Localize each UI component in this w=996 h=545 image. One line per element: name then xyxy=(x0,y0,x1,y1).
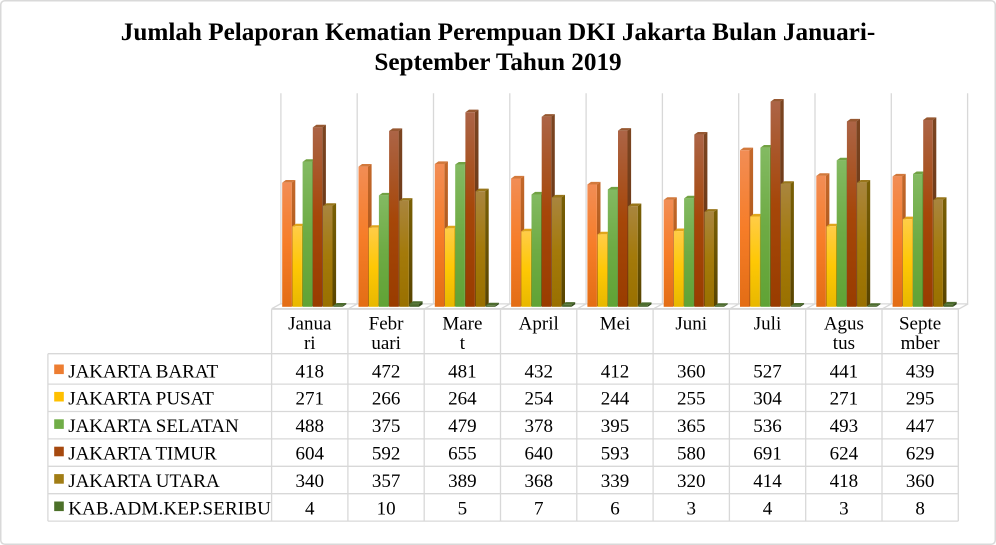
svg-text:593: 593 xyxy=(601,444,630,465)
svg-text:418: 418 xyxy=(296,361,325,382)
svg-text:339: 339 xyxy=(601,471,630,492)
svg-text:640: 640 xyxy=(524,444,553,465)
svg-text:472: 472 xyxy=(372,361,401,382)
svg-text:266: 266 xyxy=(372,389,401,410)
svg-text:Agus: Agus xyxy=(824,314,864,335)
svg-text:4: 4 xyxy=(305,498,315,519)
svg-text:414: 414 xyxy=(753,471,782,492)
svg-text:441: 441 xyxy=(830,361,859,382)
svg-text:604: 604 xyxy=(296,444,325,465)
svg-text:360: 360 xyxy=(906,471,935,492)
svg-text:395: 395 xyxy=(601,416,630,437)
svg-text:Septe: Septe xyxy=(899,314,941,335)
svg-text:320: 320 xyxy=(677,471,706,492)
svg-text:264: 264 xyxy=(448,389,477,410)
svg-text:271: 271 xyxy=(296,389,325,410)
svg-text:536: 536 xyxy=(753,416,782,437)
svg-text:592: 592 xyxy=(372,444,401,465)
svg-text:t: t xyxy=(460,333,466,354)
svg-text:439: 439 xyxy=(906,361,935,382)
svg-text:JAKARTA SELATAN: JAKARTA SELATAN xyxy=(68,416,239,437)
svg-text:488: 488 xyxy=(296,416,325,437)
svg-text:Febr: Febr xyxy=(369,314,405,335)
svg-text:378: 378 xyxy=(524,416,553,437)
svg-text:271: 271 xyxy=(830,389,859,410)
svg-text:481: 481 xyxy=(448,361,477,382)
svg-text:tus: tus xyxy=(833,333,855,354)
svg-text:JAKARTA PUSAT: JAKARTA PUSAT xyxy=(68,389,214,410)
svg-text:360: 360 xyxy=(677,361,706,382)
svg-text:Janua: Janua xyxy=(288,314,332,335)
svg-text:JAKARTA UTARA: JAKARTA UTARA xyxy=(68,471,220,492)
svg-text:ri: ri xyxy=(304,333,316,354)
svg-text:KAB.ADM.KEP.SERIBU: KAB.ADM.KEP.SERIBU xyxy=(68,498,271,519)
svg-text:April: April xyxy=(519,314,559,335)
svg-text:432: 432 xyxy=(524,361,553,382)
svg-text:3: 3 xyxy=(686,498,696,519)
svg-text:527: 527 xyxy=(753,361,782,382)
svg-text:244: 244 xyxy=(601,389,630,410)
svg-text:JAKARTA BARAT: JAKARTA BARAT xyxy=(68,361,218,382)
svg-text:6: 6 xyxy=(610,498,620,519)
svg-text:Mare: Mare xyxy=(442,314,482,335)
svg-text:8: 8 xyxy=(915,498,925,519)
svg-text:479: 479 xyxy=(448,416,477,437)
svg-text:412: 412 xyxy=(601,361,630,382)
svg-text:5: 5 xyxy=(458,498,468,519)
svg-text:JAKARTA TIMUR: JAKARTA TIMUR xyxy=(68,444,217,465)
svg-text:340: 340 xyxy=(296,471,325,492)
svg-text:304: 304 xyxy=(753,389,782,410)
svg-text:3: 3 xyxy=(839,498,849,519)
svg-text:7: 7 xyxy=(534,498,544,519)
svg-text:Juli: Juli xyxy=(754,314,781,335)
svg-text:365: 365 xyxy=(677,416,706,437)
svg-text:mber: mber xyxy=(901,333,941,354)
svg-text:691: 691 xyxy=(753,444,782,465)
svg-text:580: 580 xyxy=(677,444,706,465)
svg-text:357: 357 xyxy=(372,471,401,492)
svg-text:4: 4 xyxy=(763,498,773,519)
svg-text:10: 10 xyxy=(377,498,396,519)
svg-text:368: 368 xyxy=(524,471,553,492)
svg-text:Mei: Mei xyxy=(600,314,631,335)
svg-text:375: 375 xyxy=(372,416,401,437)
svg-text:389: 389 xyxy=(448,471,477,492)
svg-text:629: 629 xyxy=(906,444,935,465)
svg-text:255: 255 xyxy=(677,389,706,410)
svg-text:295: 295 xyxy=(906,389,935,410)
svg-text:254: 254 xyxy=(524,389,553,410)
svg-text:655: 655 xyxy=(448,444,477,465)
svg-text:Juni: Juni xyxy=(675,314,707,335)
svg-text:624: 624 xyxy=(830,444,859,465)
svg-text:447: 447 xyxy=(906,416,935,437)
svg-text:493: 493 xyxy=(830,416,859,437)
svg-text:uari: uari xyxy=(371,333,401,354)
svg-text:418: 418 xyxy=(830,471,859,492)
